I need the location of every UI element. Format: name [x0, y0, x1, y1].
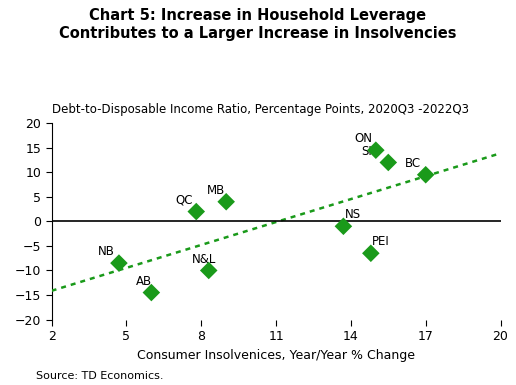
Point [222, 199, 230, 205]
Text: BC: BC [405, 157, 421, 170]
Text: PEI: PEI [372, 235, 390, 248]
Text: Source: TD Economics.: Source: TD Economics. [36, 371, 164, 381]
Point [340, 223, 348, 229]
Point [367, 250, 375, 256]
Text: NB: NB [98, 245, 115, 258]
Text: AB: AB [136, 275, 152, 288]
Text: SK: SK [361, 144, 376, 157]
Text: MB: MB [207, 184, 225, 197]
Text: ON: ON [354, 132, 373, 145]
Point [192, 209, 200, 215]
Text: NS: NS [345, 208, 361, 221]
Point [372, 147, 380, 153]
Point [204, 267, 213, 273]
Text: N&L: N&L [191, 253, 216, 266]
Text: Debt-to-Disposable Income Ratio, Percentage Points, 2020Q3 -2022Q3: Debt-to-Disposable Income Ratio, Percent… [52, 102, 469, 116]
Text: Chart 5: Increase in Household Leverage
Contributes to a Larger Increase in Inso: Chart 5: Increase in Household Leverage … [59, 8, 457, 41]
Point [384, 159, 392, 166]
Point [147, 290, 155, 296]
Text: QC: QC [175, 194, 192, 207]
X-axis label: Consumer Insolvenices, Year/Year % Change: Consumer Insolvenices, Year/Year % Chang… [137, 348, 415, 362]
Point [422, 172, 430, 178]
Point [115, 260, 123, 266]
